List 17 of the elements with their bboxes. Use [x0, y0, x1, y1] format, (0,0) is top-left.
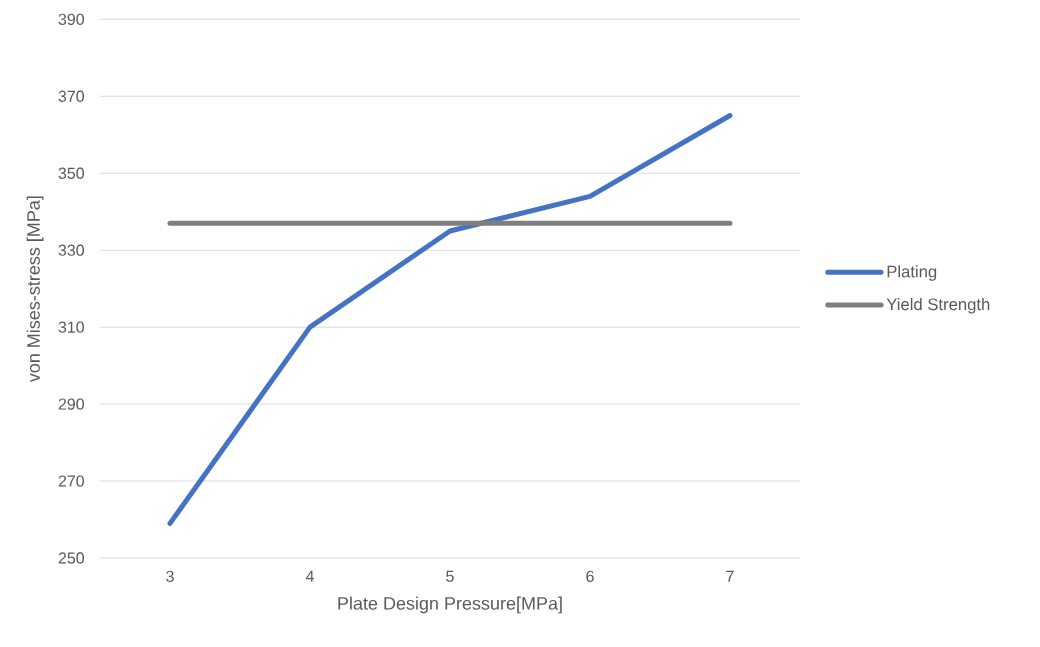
legend-label: Plating: [887, 265, 937, 281]
y-tick-label: 370: [58, 90, 84, 102]
x-tick-label: 6: [586, 570, 594, 583]
y-tick-label: 330: [58, 244, 84, 256]
x-tick-label: 7: [726, 570, 734, 582]
y-axis-title: von Mises-stress [MPa]: [26, 196, 44, 383]
y-tick-label: 350: [58, 167, 84, 179]
x-axis-title: Plate Design Pressure[MPa]: [338, 596, 562, 614]
legend-label: Yield Strength: [886, 297, 990, 314]
y-tick-label: 390: [58, 13, 84, 25]
y-tick-label: 250: [58, 552, 84, 564]
x-tick-label: 4: [305, 570, 314, 582]
x-tick-label: 3: [166, 570, 174, 583]
y-tick-label: 270: [58, 475, 84, 487]
x-tick-label: 5: [446, 570, 454, 582]
y-tick-label: 290: [58, 398, 84, 410]
y-tick-label: 310: [58, 321, 84, 333]
